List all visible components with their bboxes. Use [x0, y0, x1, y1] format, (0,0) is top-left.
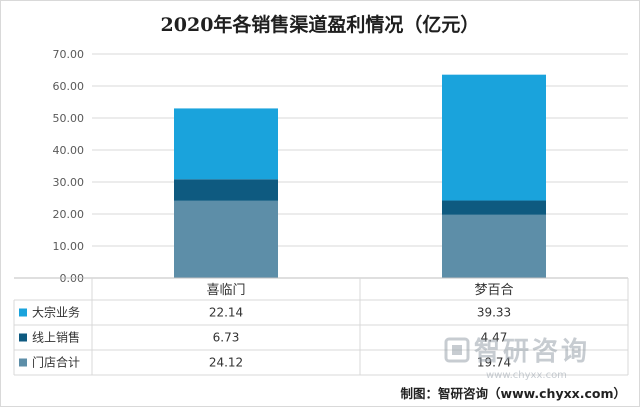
y-tick-label: 40.00 — [53, 144, 85, 157]
watermark-name: 智研咨询 — [474, 336, 590, 367]
watermark-url: www.chyxx.com — [486, 370, 567, 381]
bar-segment — [174, 108, 278, 180]
bar-segment — [442, 74, 546, 201]
y-tick-label: 20.00 — [53, 208, 85, 221]
legend-label: 门店合计 — [32, 355, 80, 370]
chart-title: 2020年各销售渠道盈利情况（亿元） — [160, 14, 480, 36]
table-cell-value: 6.73 — [213, 331, 240, 345]
y-tick-label: 60.00 — [53, 80, 85, 93]
legend-label: 线上销售 — [32, 330, 80, 345]
table-cell-value: 19.74 — [477, 356, 511, 370]
y-tick-label: 50.00 — [53, 112, 85, 125]
bar-segment — [174, 200, 278, 278]
bar-segment — [442, 200, 546, 215]
gridlines — [92, 53, 628, 279]
category-label: 喜临门 — [206, 283, 245, 298]
legend-label: 大宗业务 — [32, 305, 80, 320]
table-cell-value: 24.12 — [209, 356, 243, 370]
table-cell-value: 4.47 — [481, 331, 508, 345]
source-note: 制图：智研咨询（www.chyxx.com） — [400, 386, 626, 401]
bars — [174, 74, 546, 278]
bar-segment — [442, 214, 546, 278]
table-cell-value: 22.14 — [209, 306, 243, 320]
legend-key-icon — [19, 358, 27, 367]
y-tick-label: 10.00 — [53, 240, 85, 253]
bar-segment — [174, 179, 278, 201]
y-tick-label: 70.00 — [53, 48, 85, 61]
table-cell-value: 39.33 — [477, 306, 511, 320]
legend-key-icon — [19, 333, 27, 342]
y-tick-label: 30.00 — [53, 176, 85, 189]
category-label: 梦百合 — [474, 283, 513, 298]
watermark: 智研咨询 www.chyxx.com — [444, 336, 590, 381]
logo-icon — [444, 337, 470, 363]
legend-key-icon — [19, 308, 27, 317]
